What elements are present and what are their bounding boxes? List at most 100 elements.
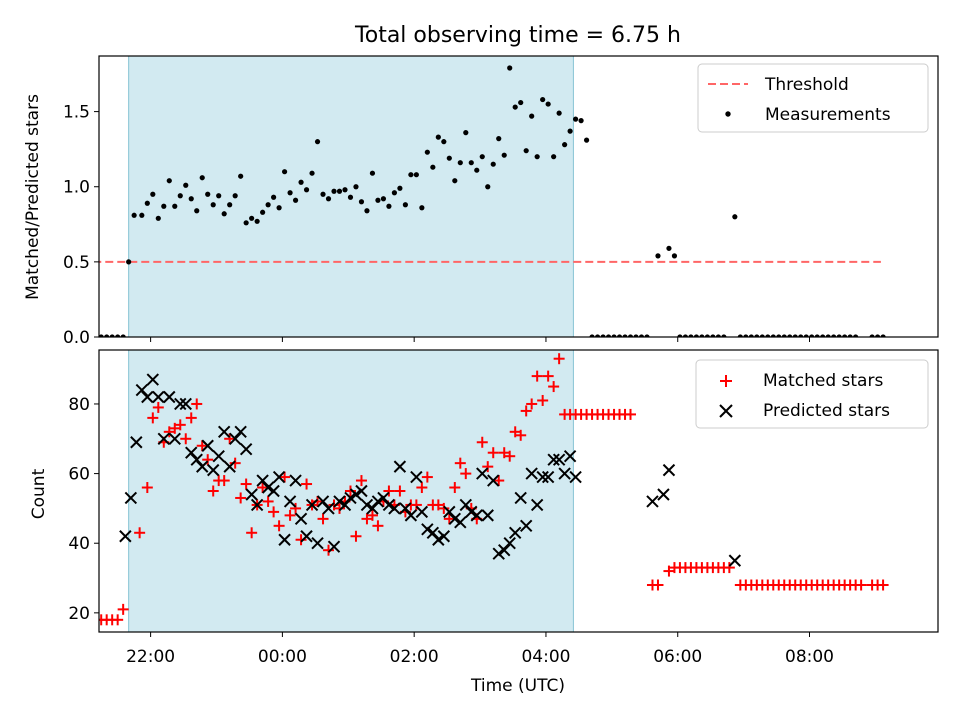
predicted-star-point — [234, 425, 247, 439]
measurement-point — [540, 96, 546, 103]
matched-star-point — [443, 513, 455, 525]
predicted-star-point — [174, 397, 187, 411]
matched-star-point — [317, 513, 329, 525]
measurement-point — [210, 202, 216, 208]
measurement-point — [183, 182, 189, 188]
measurement-point — [155, 215, 161, 221]
measurement-point — [704, 334, 710, 337]
matched-star-point — [487, 447, 499, 459]
predicted-star-point — [135, 383, 149, 397]
measurement-point — [820, 334, 826, 337]
measurement-point — [875, 334, 881, 337]
predicted-star-point — [508, 526, 522, 539]
legend-measurements-label: Measurements — [765, 105, 891, 125]
ratio-panel: 0.0 0.5 1.0 1.5 Matched/Predicted stars Thr… — [23, 55, 939, 348]
matched-star-point — [257, 482, 269, 494]
measurement-point — [682, 334, 689, 337]
predicted-star-point — [530, 498, 544, 512]
measurement-point — [562, 142, 568, 148]
measurement-point — [600, 334, 606, 337]
predicted-star-point — [657, 488, 670, 501]
measurement-point — [732, 214, 738, 220]
measurement-point — [298, 179, 304, 185]
matched-star-point — [112, 614, 124, 626]
predicted-star-point — [141, 390, 154, 404]
measurement-point — [435, 134, 441, 140]
matched-star-point — [410, 499, 422, 511]
predicted-star-point — [426, 526, 440, 539]
measurement-point — [825, 334, 831, 337]
y-tick-label: 1.5 — [63, 103, 90, 123]
legend-matched-label: Matched stars — [763, 371, 883, 391]
matched-star-point — [504, 450, 516, 462]
predicted-star-point — [146, 373, 160, 386]
predicted-star-point — [212, 449, 225, 463]
matched-star-point — [416, 482, 428, 494]
y-tick-label: 40 — [68, 534, 90, 554]
x-tick-label: 22:00 — [126, 647, 175, 667]
y-tick-label: 80 — [68, 395, 90, 415]
measurement-point — [446, 155, 452, 161]
predicted-star-point — [547, 453, 560, 466]
measurement-point — [188, 196, 194, 202]
measurement-point — [292, 197, 299, 203]
measurement-point — [172, 203, 178, 209]
measurement-point — [781, 334, 787, 337]
measurement-point — [265, 202, 271, 208]
matched-star-point — [141, 482, 153, 494]
predicted-star-point — [646, 495, 659, 508]
measurement-point — [551, 154, 557, 160]
predicted-star-point — [338, 498, 352, 512]
predicted-star-point — [371, 495, 385, 508]
measurement-point — [474, 167, 480, 173]
measurement-point — [699, 334, 705, 337]
predicted-star-point — [498, 543, 511, 557]
matched-star-point — [548, 381, 560, 393]
matched-star-point — [229, 457, 241, 469]
measurement-point — [545, 101, 551, 107]
measurement-point — [710, 334, 716, 337]
predicted-star-point — [454, 516, 467, 529]
matched-star-point — [366, 509, 378, 521]
predicted-star-point — [201, 439, 214, 452]
measurement-point — [534, 154, 540, 160]
measurement-point — [567, 128, 573, 134]
measurement-point — [518, 99, 524, 106]
predicted-star-point — [322, 502, 335, 515]
measurement-point — [798, 334, 804, 337]
count-x-axis-label: Time (UTC) — [470, 676, 565, 696]
measurement-point — [463, 130, 469, 136]
measurement-point — [842, 334, 848, 337]
predicted-star-point — [305, 498, 319, 512]
legend-measurements-swatch — [725, 111, 731, 117]
predicted-star-point — [163, 390, 176, 404]
measurement-point — [671, 253, 678, 259]
matched-star-point — [57, 614, 68, 625]
measurement-point — [314, 139, 321, 145]
measurement-point — [512, 104, 518, 110]
predicted-star-point — [245, 488, 258, 501]
predicted-star-point — [124, 491, 138, 505]
predicted-star-point — [239, 443, 253, 456]
measurement-point — [501, 152, 507, 158]
predicted-star-point — [228, 432, 242, 445]
measurement-point — [243, 220, 249, 226]
measurement-point — [869, 334, 875, 337]
measurement-point — [770, 334, 776, 337]
matched-star-point — [723, 562, 735, 574]
predicted-star-point — [563, 449, 577, 463]
matched-star-point — [333, 502, 345, 514]
measurement-point — [583, 137, 590, 143]
matched-star-point — [262, 495, 274, 507]
predicted-star-point — [399, 502, 412, 515]
matched-star-point — [652, 579, 664, 591]
predicted-star-point — [119, 530, 132, 543]
predicted-star-point — [662, 463, 676, 477]
measurement-point — [144, 200, 150, 206]
measurement-point — [424, 149, 430, 155]
predicted-star-point — [250, 498, 264, 512]
predicted-star-point — [377, 491, 390, 505]
measurement-point — [254, 218, 260, 224]
measurement-point — [281, 169, 288, 175]
